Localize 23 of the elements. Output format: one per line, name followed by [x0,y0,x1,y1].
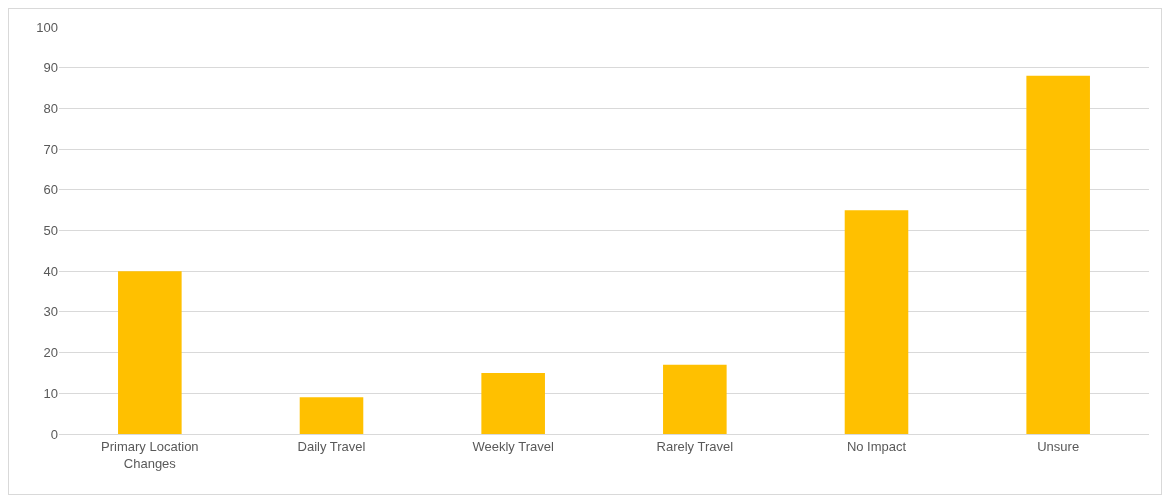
y-tick-label: 60 [43,182,58,198]
x-tick-label: Daily Travel [297,438,366,454]
bar [844,210,909,434]
x-tick-label: Rarely Travel [656,438,734,454]
x-tick-label: Primary Location Changes [101,438,199,471]
y-tick-label: 20 [43,345,58,361]
bar [663,364,727,434]
bar [1026,75,1090,434]
x-tick-label: Weekly Travel [472,438,554,454]
bar [481,372,545,434]
y-tick-label: 0 [50,426,58,442]
bar [118,271,182,434]
y-tick-label: 40 [43,263,58,279]
y-tick-label: 100 [36,19,58,35]
x-tick-label: Unsure [1037,438,1080,454]
y-tick-label: 50 [43,223,58,239]
y-tick-label: 30 [43,304,58,320]
y-tick-label: 80 [43,100,58,116]
bar [299,397,364,434]
y-tick-label: 70 [43,141,58,157]
x-tick-label: No Impact [846,438,907,454]
y-tick-label: 90 [43,60,58,76]
y-tick-label: 10 [43,385,58,401]
